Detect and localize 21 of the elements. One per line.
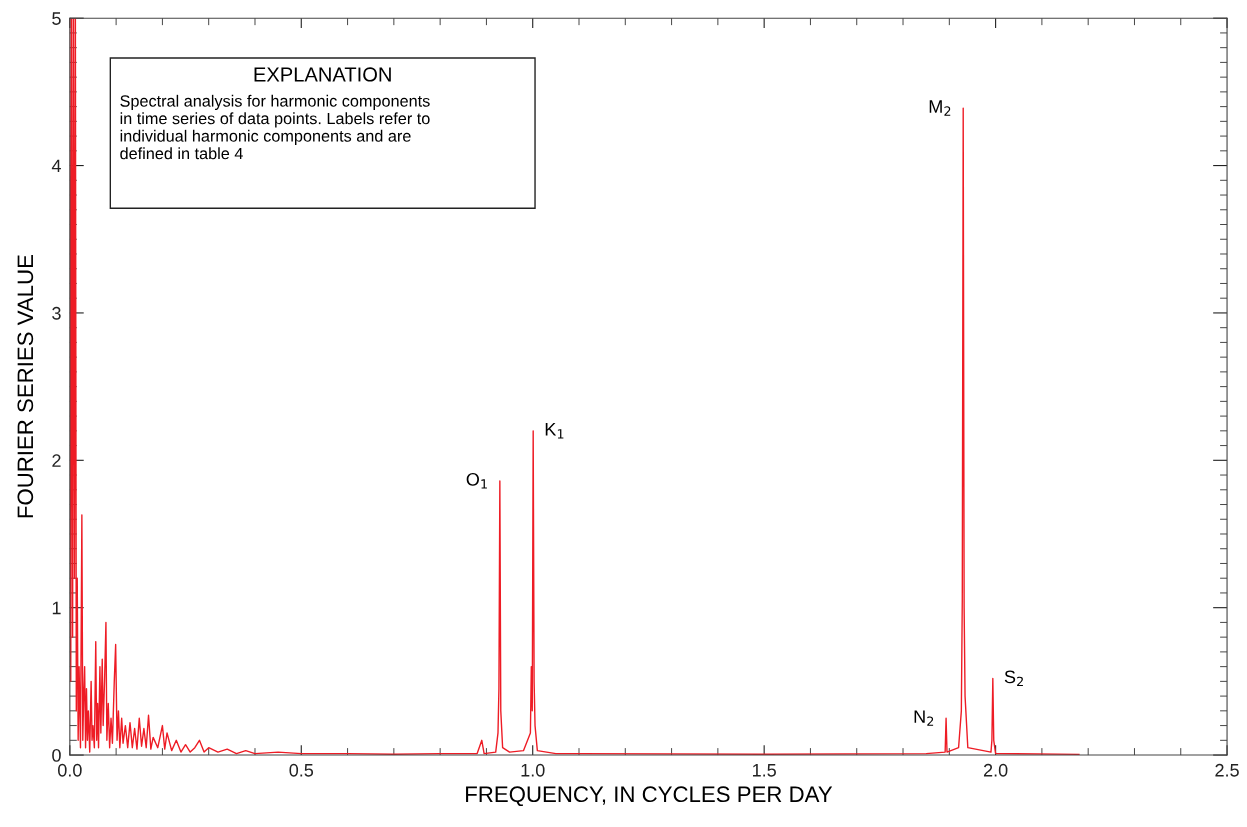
y-tick-label: 4 [51, 159, 61, 173]
x-tick-label: 0.0 [57, 763, 82, 777]
annotation: M$_{2}$ [929, 100, 951, 116]
y-tick-label: 5 [52, 12, 61, 25]
x-tick-label: 0.5 [289, 763, 314, 777]
annotation: N$_{2}$ [914, 710, 934, 726]
annotation: EXPLANATION [254, 67, 391, 82]
annotation: O$_{1}$ [466, 472, 487, 489]
y-tick-label: 2 [52, 454, 61, 467]
y-tick-label: 1 [52, 601, 61, 615]
x-tick-label: 1.5 [752, 764, 776, 777]
y-tick-label: 0 [52, 748, 61, 762]
annotation: S$_{2}$ [1004, 670, 1023, 687]
annotation: Spectral analysis for harmonic components in time series of data points. Labels refer to individual harmonic components and are defined in table 4 [120, 94, 430, 160]
x-tick-label: 1.0 [521, 763, 545, 777]
x-tick-label: 2.0 [983, 763, 1008, 777]
y-axis-title: FOURIER SERIES VALUE [17, 255, 34, 518]
x-axis-title: FREQUENCY, IN CYCLES PER DAY [466, 786, 833, 807]
annotation: K$_{1}$ [545, 423, 564, 439]
y-tick-label: 3 [52, 306, 61, 320]
x-tick-label: 2.5 [1215, 763, 1239, 777]
